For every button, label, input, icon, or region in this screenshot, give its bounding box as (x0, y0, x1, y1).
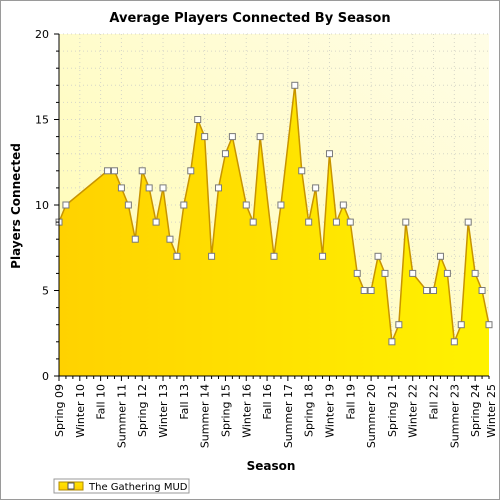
x-tick-label: Summer 14 (199, 384, 212, 448)
data-point (436, 252, 444, 260)
data-point (332, 218, 340, 226)
data-point (430, 287, 438, 294)
data-point (180, 201, 188, 209)
x-tick-label: Spring 09 (53, 384, 66, 437)
x-tick-label: Summer 17 (282, 384, 295, 448)
x-tick-label: Fall 13 (178, 384, 191, 420)
data-point (478, 287, 486, 294)
data-point (367, 287, 375, 294)
data-point (221, 150, 229, 158)
data-point (485, 321, 493, 329)
x-tick-label: Summer 11 (115, 384, 128, 448)
data-point (249, 218, 257, 226)
data-point (464, 218, 472, 226)
x-tick-label: Spring 24 (469, 384, 482, 437)
data-point (423, 287, 431, 294)
data-point (291, 81, 299, 89)
data-point (256, 133, 264, 141)
data-point (443, 269, 451, 277)
x-tick-label: Winter 19 (323, 384, 336, 438)
x-tick-label: Winter 16 (240, 384, 253, 438)
data-point (152, 218, 160, 226)
data-point (353, 269, 361, 277)
data-point (145, 184, 153, 192)
data-point (124, 201, 132, 209)
data-point (298, 167, 306, 175)
data-point (325, 150, 333, 158)
data-point (138, 167, 146, 175)
data-point (228, 133, 236, 141)
y-tick-label: 20 (35, 28, 49, 41)
data-point (159, 184, 167, 192)
data-point (201, 133, 209, 141)
x-tick-label: Winter 22 (407, 384, 420, 438)
legend-box (53, 478, 190, 494)
data-point (208, 252, 216, 260)
data-point (270, 252, 278, 260)
legend-marker (67, 482, 75, 490)
data-point (110, 167, 118, 175)
x-tick-label: Fall 22 (428, 384, 441, 420)
data-point (173, 252, 181, 260)
x-tick-label: Fall 10 (95, 384, 108, 420)
data-point (277, 201, 285, 209)
chart-title: Average Players Connected By Season (109, 11, 390, 26)
data-point (339, 201, 347, 209)
data-point (104, 167, 112, 175)
data-point (388, 338, 396, 346)
data-point (242, 201, 250, 209)
data-point (457, 321, 465, 329)
data-point (381, 269, 389, 277)
data-point (402, 218, 410, 226)
series-area (59, 85, 489, 377)
data-point (360, 287, 368, 294)
y-tick-label: 0 (42, 370, 49, 383)
data-point (131, 235, 139, 243)
x-tick-label: Spring 12 (136, 384, 149, 437)
data-point (450, 338, 458, 346)
x-axis-label: Season (247, 459, 296, 473)
legend-label: The Gathering MUD (88, 482, 188, 493)
x-tick-label: Spring 15 (219, 384, 232, 437)
legend: The Gathering MUD (53, 478, 190, 494)
x-tick-label: Summer 23 (448, 384, 461, 448)
y-tick-label: 10 (35, 199, 49, 212)
data-point (166, 235, 174, 243)
x-tick-label: Fall 19 (344, 384, 357, 420)
y-axis-label: Players Connected (9, 143, 23, 269)
data-point (62, 201, 70, 209)
data-point (312, 184, 320, 192)
x-tick-label: Winter 13 (157, 384, 170, 438)
data-point (194, 116, 202, 123)
x-tick-label: Winter 10 (74, 384, 87, 438)
y-tick-label: 5 (42, 285, 49, 298)
data-point (187, 167, 195, 175)
data-point (319, 252, 327, 260)
x-tick-label: Fall 16 (261, 384, 274, 420)
data-point (117, 184, 125, 192)
data-point (409, 269, 417, 277)
x-tick-label: Spring 21 (386, 384, 399, 437)
x-tick-label: Summer 20 (365, 384, 378, 448)
data-point (305, 218, 313, 226)
x-tick-label: Winter 25 (485, 384, 498, 438)
data-point (395, 321, 403, 329)
data-point (346, 218, 354, 226)
data-point (215, 184, 223, 192)
data-point (471, 269, 479, 277)
x-tick-label: Spring 18 (303, 384, 316, 437)
data-point (374, 252, 382, 260)
y-tick-label: 15 (35, 114, 49, 127)
